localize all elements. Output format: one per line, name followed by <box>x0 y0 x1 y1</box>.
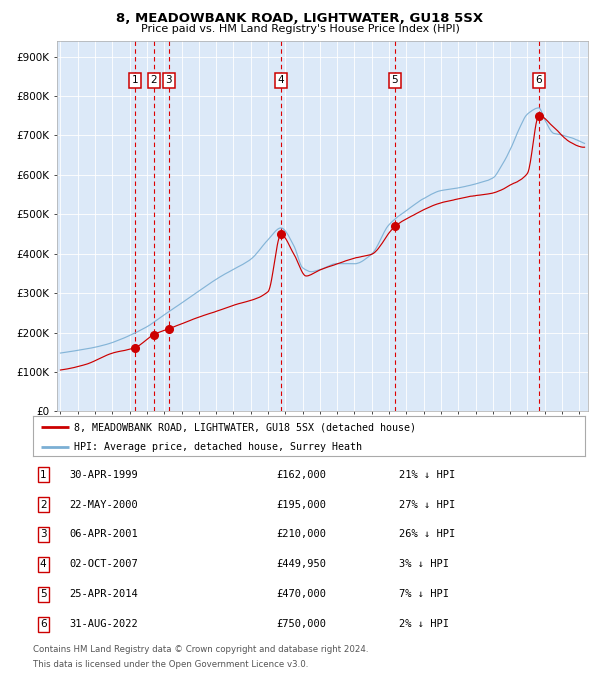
Text: Contains HM Land Registry data © Crown copyright and database right 2024.: Contains HM Land Registry data © Crown c… <box>33 645 368 653</box>
Text: 2: 2 <box>151 75 157 85</box>
Text: 6: 6 <box>536 75 542 85</box>
Text: £750,000: £750,000 <box>276 619 326 629</box>
Text: Price paid vs. HM Land Registry's House Price Index (HPI): Price paid vs. HM Land Registry's House … <box>140 24 460 34</box>
Text: 4: 4 <box>278 75 284 85</box>
Text: 06-APR-2001: 06-APR-2001 <box>69 530 138 539</box>
Text: HPI: Average price, detached house, Surrey Heath: HPI: Average price, detached house, Surr… <box>74 442 362 452</box>
Text: 4: 4 <box>40 560 47 569</box>
Text: 6: 6 <box>40 619 47 629</box>
Text: 02-OCT-2007: 02-OCT-2007 <box>69 560 138 569</box>
Text: This data is licensed under the Open Government Licence v3.0.: This data is licensed under the Open Gov… <box>33 660 308 668</box>
Text: 8, MEADOWBANK ROAD, LIGHTWATER, GU18 5SX: 8, MEADOWBANK ROAD, LIGHTWATER, GU18 5SX <box>116 12 484 25</box>
Text: 27% ↓ HPI: 27% ↓ HPI <box>399 500 455 509</box>
Text: 3% ↓ HPI: 3% ↓ HPI <box>399 560 449 569</box>
Text: £449,950: £449,950 <box>276 560 326 569</box>
Text: 31-AUG-2022: 31-AUG-2022 <box>69 619 138 629</box>
Text: £162,000: £162,000 <box>276 470 326 479</box>
Text: 22-MAY-2000: 22-MAY-2000 <box>69 500 138 509</box>
Text: 1: 1 <box>40 470 47 479</box>
Text: 21% ↓ HPI: 21% ↓ HPI <box>399 470 455 479</box>
Text: £195,000: £195,000 <box>276 500 326 509</box>
Text: 30-APR-1999: 30-APR-1999 <box>69 470 138 479</box>
Text: 25-APR-2014: 25-APR-2014 <box>69 590 138 599</box>
Text: 3: 3 <box>166 75 172 85</box>
Text: 8, MEADOWBANK ROAD, LIGHTWATER, GU18 5SX (detached house): 8, MEADOWBANK ROAD, LIGHTWATER, GU18 5SX… <box>74 422 416 432</box>
Text: 5: 5 <box>391 75 398 85</box>
Text: 3: 3 <box>40 530 47 539</box>
Text: £210,000: £210,000 <box>276 530 326 539</box>
Text: 2: 2 <box>40 500 47 509</box>
Text: £470,000: £470,000 <box>276 590 326 599</box>
Text: 26% ↓ HPI: 26% ↓ HPI <box>399 530 455 539</box>
Text: 5: 5 <box>40 590 47 599</box>
Text: 1: 1 <box>132 75 139 85</box>
Text: 7% ↓ HPI: 7% ↓ HPI <box>399 590 449 599</box>
Text: 2% ↓ HPI: 2% ↓ HPI <box>399 619 449 629</box>
